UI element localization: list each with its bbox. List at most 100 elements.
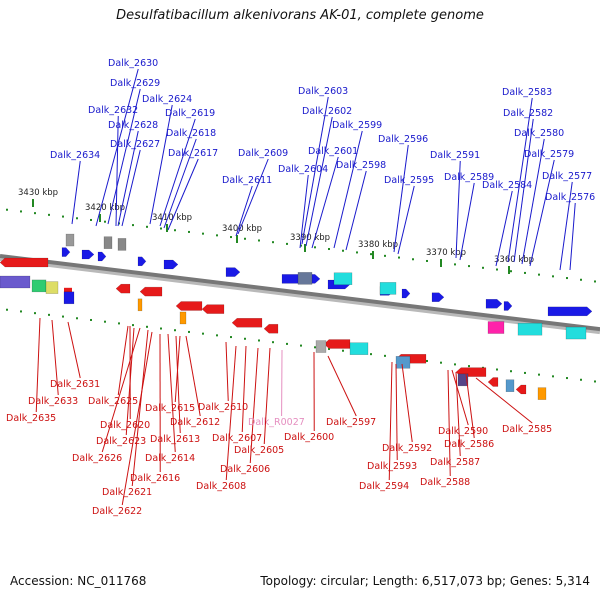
gene-label-top: Dalk_2619	[165, 108, 215, 119]
ruler-dot-top	[566, 277, 568, 280]
ruler-dot-bottom	[580, 378, 582, 381]
ruler-major-tick	[508, 266, 510, 274]
gene-label-top-leader	[149, 104, 173, 225]
ruler-dot-top	[398, 256, 400, 259]
gene-label-bottom-leader	[51, 319, 59, 396]
ruler-dot-top	[496, 268, 498, 271]
ruler-dot-top	[76, 217, 78, 220]
ruler-label: 3370 kbp	[426, 248, 466, 258]
gene-label-bottom: Dalk_2625	[88, 396, 138, 407]
ruler-dot-bottom	[384, 354, 386, 357]
ruler-dot-bottom	[524, 371, 526, 374]
gene-label-bottom: Dalk_R0027	[248, 417, 305, 428]
gene-feature-block	[395, 356, 411, 369]
gene-feature-block	[179, 311, 187, 325]
ruler-dot-bottom	[188, 330, 190, 333]
gene-feature-block	[517, 322, 543, 336]
ruler-major-tick	[166, 224, 168, 232]
ruler-dot-bottom	[104, 320, 106, 323]
gene-label-bottom-leader	[388, 361, 393, 481]
ruler-dot-bottom	[454, 363, 456, 366]
gene-label-top: Dalk_2629	[110, 78, 160, 89]
ruler-dot-top	[426, 259, 428, 262]
gene-label-bottom-leader	[167, 333, 176, 453]
gene-label-top: Dalk_2617	[168, 148, 218, 159]
gene-label-top-leader	[115, 115, 119, 227]
ruler-dot-bottom	[90, 318, 92, 321]
ruler-major-tick	[440, 259, 442, 267]
gene-feature-block	[45, 281, 59, 294]
ruler-dot-top	[160, 227, 162, 230]
gene-label-top: Dalk_2584	[482, 180, 532, 191]
gene-label-top: Dalk_2627	[110, 139, 160, 150]
gene-label-top-leader	[305, 116, 333, 247]
ruler-dot-bottom	[258, 339, 260, 342]
gene-label-bottom: Dalk_2631	[50, 379, 100, 390]
ruler-dot-top	[286, 242, 288, 245]
gene-label-top-leader	[237, 158, 269, 235]
gene-label-bottom-leader	[327, 355, 357, 417]
ruler-dot-top	[146, 225, 148, 228]
ruler-dot-top	[538, 273, 540, 276]
gene-label-bottom: Dalk_2622	[92, 506, 142, 517]
gene-label-top-leader	[495, 190, 513, 267]
gene-label-top: Dalk_2634	[50, 150, 100, 161]
gene-label-top: Dalk_2628	[108, 120, 158, 131]
gene-label-bottom-leader	[121, 331, 153, 506]
ruler-dot-bottom	[160, 327, 162, 330]
gene-label-bottom: Dalk_2586	[444, 439, 494, 450]
reverse-gene-arrow	[0, 257, 49, 268]
gene-label-bottom-leader	[117, 325, 129, 396]
gene-label-bottom-leader	[395, 363, 398, 461]
ruler-dot-top	[454, 263, 456, 266]
forward-gene-arrow	[547, 306, 593, 317]
gene-label-bottom-leader	[125, 327, 135, 436]
gene-label-bottom-leader	[67, 321, 81, 379]
gene-label-top-leader	[507, 97, 533, 263]
ruler-dot-top	[314, 246, 316, 249]
gene-feature-block	[565, 326, 587, 340]
gene-label-top-leader	[167, 158, 199, 231]
gene-label-bottom: Dalk_2623	[96, 436, 146, 447]
gene-feature-block	[65, 233, 75, 247]
gene-label-top-leader	[117, 130, 139, 227]
gene-label-bottom-leader	[225, 345, 237, 481]
gene-label-top: Dalk_2596	[378, 134, 428, 145]
gene-label-bottom: Dalk_2633	[28, 396, 78, 407]
ruler-dot-bottom	[76, 317, 78, 320]
ruler-dot-bottom	[314, 346, 316, 349]
ruler-dot-top	[6, 208, 8, 211]
ruler-dot-bottom	[510, 370, 512, 373]
gene-feature-block	[0, 275, 31, 289]
ruler-dot-top	[48, 213, 50, 216]
ruler-dot-top	[524, 271, 526, 274]
gene-label-bottom-leader	[101, 327, 141, 453]
gene-label-top-leader	[345, 170, 367, 251]
gene-label-bottom-leader	[225, 341, 229, 402]
ruler-dot-top	[370, 253, 372, 256]
gene-label-bottom: Dalk_2621	[102, 487, 152, 498]
forward-gene-arrow	[225, 267, 241, 277]
gene-label-top-leader	[121, 149, 141, 227]
ruler-dot-top	[412, 258, 414, 261]
gene-label-bottom: Dalk_2614	[145, 453, 195, 464]
reverse-gene-arrow	[323, 339, 351, 349]
ruler-dot-top	[216, 234, 218, 237]
ruler-label: 3410 kbp	[152, 213, 192, 223]
ruler-dot-bottom	[300, 344, 302, 347]
ruler-dot-bottom	[244, 337, 246, 340]
gene-label-top-leader	[71, 160, 81, 225]
gene-label-bottom: Dalk_2592	[382, 443, 432, 454]
forward-gene-arrow	[81, 249, 95, 260]
ruler-dot-top	[258, 239, 260, 242]
reverse-gene-arrow	[487, 377, 499, 387]
gene-label-bottom-leader	[475, 377, 533, 424]
ruler-dot-top	[230, 236, 232, 239]
gene-label-top-leader	[301, 96, 329, 245]
gene-label-bottom: Dalk_2588	[420, 477, 470, 488]
ruler-dot-top	[328, 248, 330, 251]
ruler-label: 3390 kbp	[290, 233, 330, 243]
ruler-label: 3430 kbp	[18, 188, 58, 198]
ruler-major-tick	[236, 235, 238, 243]
